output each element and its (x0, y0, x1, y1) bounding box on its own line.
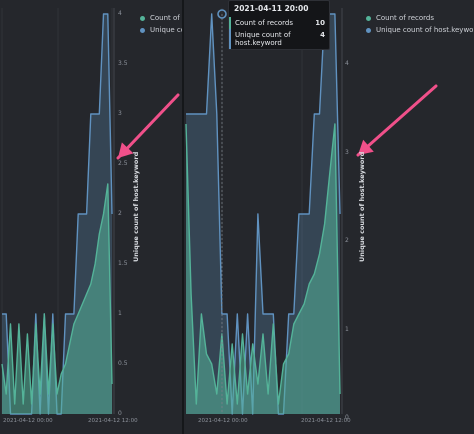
y-tick-label: 1 (118, 310, 122, 317)
y-tick-label: 1 (345, 325, 349, 333)
y-tick-label: 3 (118, 110, 122, 117)
legend-swatch-count (140, 15, 145, 21)
chart-tooltip: 2021-04-11 20:00 Count of records 10 Uni… (228, 0, 330, 50)
y-tick-label: 0 (118, 410, 122, 417)
y-tick-label: 4 (345, 60, 349, 67)
right-legend: Count of records Unique count of host.ke… (366, 12, 474, 36)
series-area-1 (2, 184, 112, 414)
x-tick-label: 2021-04-12 00:00 (3, 418, 53, 424)
y-tick-label: 3 (345, 148, 349, 156)
x-tick-label: 2021-04-12 12:00 (301, 418, 351, 424)
tooltip-label: Count of records (235, 19, 293, 27)
y-tick-label: 3.5 (118, 60, 128, 67)
hover-point (217, 9, 227, 19)
y-tick-label: 0 (345, 414, 349, 421)
tooltip-row-count: Count of records 10 (229, 17, 329, 29)
left-chart-panel: Count of re Unique cour Unique count of … (0, 0, 182, 434)
legend-label: Count of records (376, 14, 434, 22)
legend-label: Count of re (150, 14, 182, 22)
right-chart-panel: Count of records Unique count of host.ke… (184, 0, 474, 434)
left-legend: Count of re Unique cour (140, 12, 182, 36)
legend-swatch-count (366, 15, 371, 21)
y-tick-label: 2.5 (118, 160, 128, 167)
y-tick-label: 2 (345, 237, 349, 244)
annotation-arrow-head (118, 142, 134, 158)
left-y-axis-label: Unique count of host.keyword (132, 151, 140, 262)
y-tick-label: 2 (118, 210, 122, 217)
x-tick-label: 2021-04-12 00:00 (198, 418, 248, 424)
annotation-arrow-shaft (356, 84, 438, 157)
annotation-arrow-shaft (116, 93, 180, 160)
series-area-1 (186, 124, 340, 414)
annotation-arrow-head (358, 139, 374, 155)
legend-item-unique[interactable]: Unique count of host.keyword (366, 24, 474, 36)
legend-item-count[interactable]: Count of records (366, 12, 474, 24)
y-tick-label: 4 (118, 10, 122, 17)
right-chart-svg (185, 8, 438, 415)
right-y-axis-label: Unique count of host.keyword (358, 151, 366, 262)
legend-label: Unique cour (150, 26, 182, 34)
legend-item-count[interactable]: Count of re (140, 12, 182, 24)
tooltip-title: 2021-04-11 20:00 (234, 4, 309, 13)
panel-divider (182, 0, 184, 434)
tooltip-label: Unique count of host.keyword (235, 31, 291, 47)
x-tick-label: 2021-04-12 12:00 (88, 418, 138, 424)
tooltip-row-unique: Unique count of host.keyword 4 (229, 29, 329, 49)
left-chart-svg (1, 8, 180, 415)
legend-swatch-unique (140, 27, 145, 33)
y-tick-label: 0.5 (118, 360, 128, 367)
legend-label: Unique count of host.keyword (376, 26, 474, 34)
legend-swatch-unique (366, 27, 371, 33)
tooltip-value: 10 (315, 19, 325, 27)
legend-item-unique[interactable]: Unique cour (140, 24, 182, 36)
tooltip-value: 4 (320, 31, 325, 39)
y-tick-label: 1.5 (118, 260, 128, 267)
